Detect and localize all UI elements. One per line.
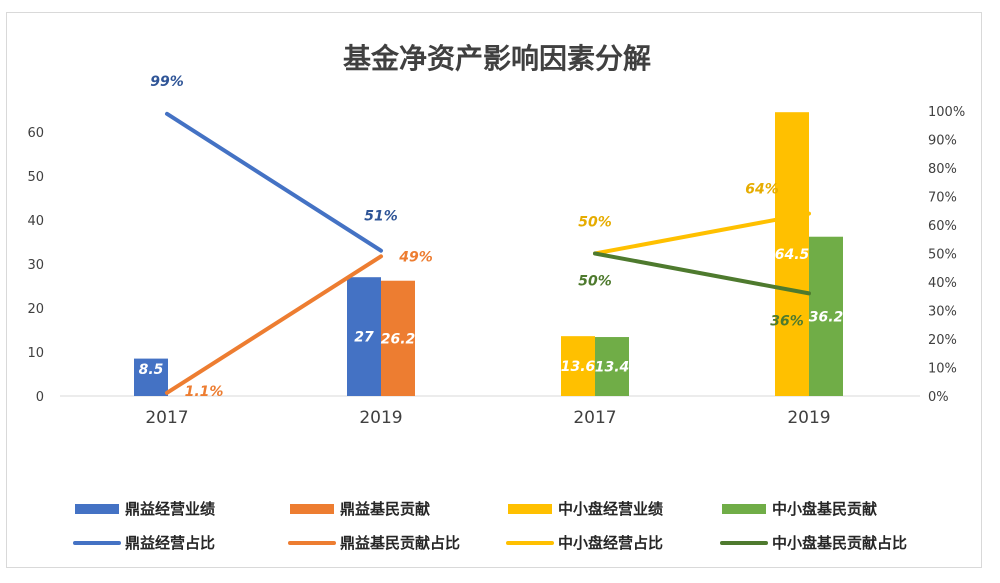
series-line [165, 254, 383, 395]
series-line [593, 211, 811, 256]
y-right-tick-label: 100% [928, 105, 965, 120]
y-right-tick-label: 90% [928, 134, 957, 149]
line-data-label: 49% [398, 249, 433, 265]
bar-data-label: 26.2 [381, 331, 416, 347]
legend-swatch-bar [508, 504, 552, 514]
bar [347, 277, 381, 396]
y-right-tick-label: 80% [928, 162, 957, 177]
bar-data-label: 8.5 [139, 362, 164, 378]
bar [134, 358, 168, 396]
x-tick-label: 2017 [145, 408, 188, 428]
legend-swatch-bar [722, 504, 766, 514]
line-data-label: 51% [364, 209, 398, 225]
bar [381, 280, 415, 396]
bar-data-label: 36.2 [809, 309, 844, 325]
y-left-tick-label: 10 [27, 346, 44, 361]
legend-label: 中小盘基民贡献占比 [772, 534, 907, 552]
bar [809, 236, 843, 396]
y-right-tick-label: 10% [928, 362, 957, 377]
y-right-tick-label: 20% [928, 333, 957, 348]
line-data-label: 50% [578, 215, 612, 231]
x-tick-label: 2019 [359, 408, 402, 428]
line-data-label: 1.1% [185, 384, 224, 400]
y-right-tick-label: 50% [928, 248, 957, 263]
data-labels: 8.5 27 26.2 13.6 64.5 13.4 36.2 99% 51% 1.1% 49% 50… [139, 74, 844, 400]
bar [595, 337, 629, 396]
bar-data-label: 13.6 [561, 359, 596, 375]
y-left-tick-label: 50 [27, 170, 44, 185]
bar-data-label: 64.5 [775, 247, 810, 263]
legend-label: 中小盘经营占比 [558, 534, 663, 552]
legend-label: 鼎益基民贡献占比 [340, 534, 460, 552]
line-data-label: 64% [745, 182, 779, 198]
y-right-tick-label: 40% [928, 276, 957, 291]
lines [165, 111, 811, 395]
bar-data-label: 27 [354, 330, 374, 346]
bar [561, 336, 595, 396]
legend-label: 鼎益经营业绩 [125, 500, 215, 518]
legend-swatch-bar [290, 504, 334, 514]
bar [775, 112, 809, 396]
line-data-label: 99% [150, 74, 184, 90]
series-line [165, 111, 383, 253]
x-tick-label: 2017 [573, 408, 616, 428]
y-left-tick-label: 40 [27, 214, 44, 229]
y-right-tick-label: 60% [928, 219, 957, 234]
y-right-tick-label: 0% [928, 390, 949, 405]
bar-data-label: 13.4 [595, 360, 630, 376]
bars [134, 112, 843, 396]
x-tick-label: 2019 [787, 408, 830, 428]
chart-title: 基金净资产影响因素分解 [343, 42, 651, 75]
series-line [593, 251, 811, 296]
y-left-tick-label: 60 [27, 126, 44, 141]
line-data-label: 50% [578, 274, 612, 290]
legend-label: 鼎益经营占比 [125, 534, 215, 552]
y-left-tick-label: 0 [36, 390, 44, 405]
legend-label: 中小盘经营业绩 [558, 500, 663, 518]
legend-label: 鼎益基民贡献 [340, 500, 430, 518]
legend-swatch-bar [75, 504, 119, 514]
y-left-tick-label: 20 [27, 302, 44, 317]
y-left-tick-label: 30 [27, 258, 44, 273]
y-right-tick-label: 30% [928, 305, 957, 320]
line-data-label: 36% [770, 313, 804, 329]
y-right-tick-label: 70% [928, 191, 957, 206]
legend-label: 中小盘基民贡献 [772, 500, 877, 518]
